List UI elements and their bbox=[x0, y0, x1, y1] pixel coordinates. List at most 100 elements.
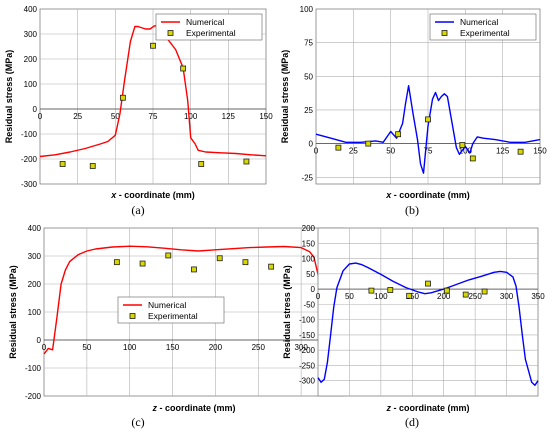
x-tick-label: 100 bbox=[374, 292, 388, 301]
legend-marker-swatch bbox=[167, 30, 174, 36]
experimental-point bbox=[150, 42, 156, 49]
experimental-point bbox=[180, 65, 187, 72]
x-tick-label: 250 bbox=[252, 343, 266, 352]
y-tick-label: -250 bbox=[299, 361, 316, 370]
y-tick-label: 50 bbox=[304, 72, 313, 81]
legend-entry: Numerical bbox=[186, 17, 224, 27]
y-axis-title: Residual stress (MPa) bbox=[8, 265, 18, 359]
experimental-point bbox=[243, 158, 250, 165]
y-tick-label: 400 bbox=[24, 5, 38, 14]
panel-label: (c) bbox=[131, 415, 144, 429]
experimental-point bbox=[119, 94, 126, 101]
panel-label: (a) bbox=[131, 203, 144, 217]
x-axis-unit: - coordinate (mm) bbox=[391, 403, 470, 413]
x-tick-label: 150 bbox=[259, 112, 273, 121]
y-axis-title: Residual stress (MPa) bbox=[282, 265, 292, 359]
legend-entry: Numerical bbox=[148, 300, 186, 310]
experimental-point bbox=[425, 280, 431, 287]
x-tick-label: 200 bbox=[209, 343, 223, 352]
x-tick-label: 50 bbox=[82, 343, 91, 352]
y-tick-label: -50 bbox=[303, 300, 315, 309]
x-tick-label: 75 bbox=[424, 147, 433, 156]
legend-box bbox=[429, 13, 537, 41]
series-line-numerical bbox=[39, 25, 267, 158]
panel-label: (d) bbox=[405, 415, 419, 429]
experimental-point bbox=[198, 161, 205, 167]
experimental-point bbox=[368, 287, 375, 294]
x-axis-title: x - coordinate (mm) bbox=[110, 190, 195, 200]
legend-marker-swatch bbox=[441, 30, 448, 36]
y-tick-label: 200 bbox=[28, 280, 42, 289]
x-axis-title: x - coordinate (mm) bbox=[385, 190, 470, 200]
legend-marker-swatch bbox=[129, 313, 136, 319]
experimental-point bbox=[165, 252, 172, 259]
y-tick-label: 50 bbox=[306, 270, 315, 279]
y-tick-label: 0 bbox=[33, 105, 38, 114]
x-tick-label: 50 bbox=[386, 147, 395, 156]
x-tick-label: 0 bbox=[316, 292, 321, 301]
experimental-point bbox=[387, 287, 394, 293]
y-tick-label: -100 bbox=[25, 364, 42, 373]
chart-panel: -200-10001002003004000501001502002503003… bbox=[8, 224, 351, 429]
x-axis-title: z - coordinate (mm) bbox=[385, 403, 469, 413]
y-tick-label: -200 bbox=[25, 392, 42, 401]
y-tick-label: 0 bbox=[309, 140, 314, 149]
x-tick-label: 0 bbox=[38, 112, 43, 121]
x-tick-label: 125 bbox=[496, 147, 510, 156]
x-axis-unit: - coordinate (mm) bbox=[157, 403, 236, 413]
y-tick-label: 100 bbox=[28, 308, 42, 317]
y-tick-label: 75 bbox=[304, 39, 313, 48]
y-tick-label: -100 bbox=[21, 130, 38, 139]
x-tick-label: 50 bbox=[111, 112, 120, 121]
x-axis-variable: z bbox=[151, 403, 157, 413]
legend-entry: Experimental bbox=[460, 28, 510, 38]
experimental-point bbox=[406, 292, 413, 299]
panel-label: (b) bbox=[405, 203, 419, 217]
experimental-point bbox=[59, 161, 66, 167]
x-tick-label: 150 bbox=[533, 147, 547, 156]
legend-box bbox=[155, 13, 263, 41]
legend-entry: Experimental bbox=[148, 311, 198, 321]
experimental-point bbox=[139, 260, 146, 267]
experimental-point bbox=[242, 259, 249, 266]
experimental-point bbox=[425, 116, 431, 123]
experimental-point bbox=[216, 255, 223, 262]
experimental-point bbox=[462, 291, 469, 298]
x-tick-label: 0 bbox=[42, 343, 47, 352]
x-tick-label: 0 bbox=[314, 147, 319, 156]
y-tick-label: 300 bbox=[28, 252, 42, 261]
x-tick-label: 100 bbox=[184, 112, 198, 121]
x-tick-label: 150 bbox=[406, 292, 420, 301]
y-axis-title: Residual stress (MPa) bbox=[280, 50, 290, 144]
legend-entry: Experimental bbox=[186, 28, 236, 38]
x-tick-label: 200 bbox=[437, 292, 451, 301]
x-axis-unit: - coordinate (mm) bbox=[116, 190, 195, 200]
legend-entry: Numerical bbox=[460, 17, 498, 27]
y-tick-label: 0 bbox=[311, 285, 316, 294]
y-tick-label: -100 bbox=[299, 316, 316, 325]
x-tick-label: 300 bbox=[500, 292, 514, 301]
y-tick-label: 300 bbox=[24, 30, 38, 39]
x-tick-label: 75 bbox=[149, 112, 158, 121]
y-tick-label: -200 bbox=[299, 346, 316, 355]
x-tick-label: 100 bbox=[459, 147, 473, 156]
series-line-numerical bbox=[315, 85, 541, 174]
experimental-point bbox=[89, 163, 96, 169]
x-axis-variable: z bbox=[385, 403, 391, 413]
x-axis-variable: x bbox=[110, 190, 117, 200]
experimental-point bbox=[268, 263, 275, 270]
y-tick-label: 100 bbox=[300, 5, 314, 14]
experimental-point bbox=[335, 144, 342, 151]
y-tick-label: -25 bbox=[301, 173, 313, 182]
y-tick-label: 100 bbox=[24, 80, 38, 89]
y-axis-title: Residual stress (MPa) bbox=[4, 50, 14, 144]
legend-box bbox=[117, 296, 225, 324]
x-tick-label: 25 bbox=[349, 147, 358, 156]
y-tick-label: 200 bbox=[302, 224, 316, 233]
y-tick-label: -300 bbox=[299, 377, 316, 386]
y-tick-label: -200 bbox=[21, 155, 38, 164]
